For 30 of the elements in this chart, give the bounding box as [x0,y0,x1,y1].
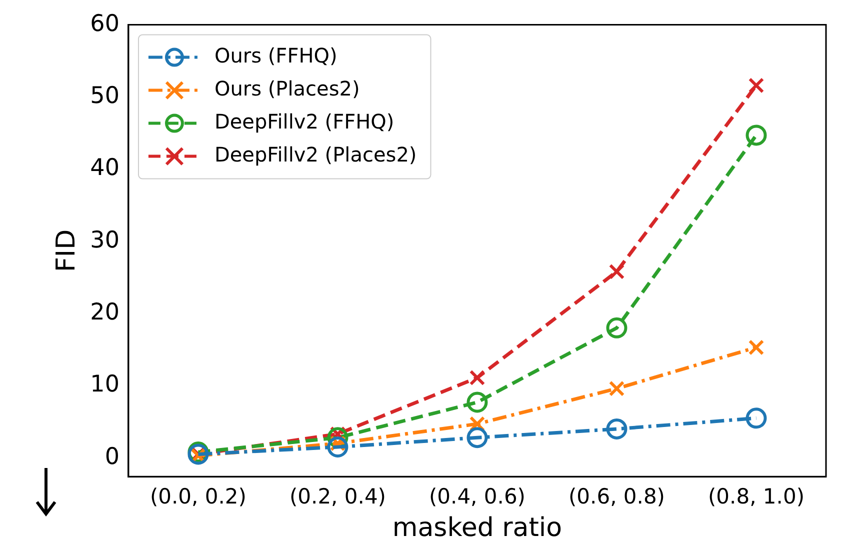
x-tick-label: (0.6, 0.8) [568,484,666,509]
x-tick-label: (0.0, 0.2) [150,484,246,509]
point [748,78,764,94]
legend-label: DeepFillv2 (Places2) [214,142,417,167]
point [606,317,628,338]
legend-label: DeepFillv2 (FFHQ) [214,110,394,134]
y-tick-label: 0 [104,444,120,470]
y-tick-label: 40 [90,155,120,182]
point [466,392,488,413]
point [608,264,625,280]
y-tick-label: 20 [90,299,120,326]
point [606,418,628,440]
point [746,408,767,429]
x-tick-label: (0.4, 0.6) [428,484,526,509]
point [466,427,488,448]
x-tick-label: (0.2, 0.4) [289,484,386,509]
y-tick-label: 60 [90,10,120,37]
x-tick-label: (0.8, 1.0) [708,484,805,509]
y-tick-label: 10 [90,372,120,398]
legend-label: Ours (FFHQ) [214,44,338,68]
point [327,436,348,458]
y-axis-title: FID [51,229,82,272]
x-axis-title: masked ratio [392,513,562,544]
point [469,370,486,386]
point [608,380,625,396]
y-tick-label: 30 [90,227,120,254]
legend-label: Ours (Places2) [214,76,360,101]
point [748,340,764,356]
y-tick-label: 50 [90,82,120,109]
point [746,124,767,146]
